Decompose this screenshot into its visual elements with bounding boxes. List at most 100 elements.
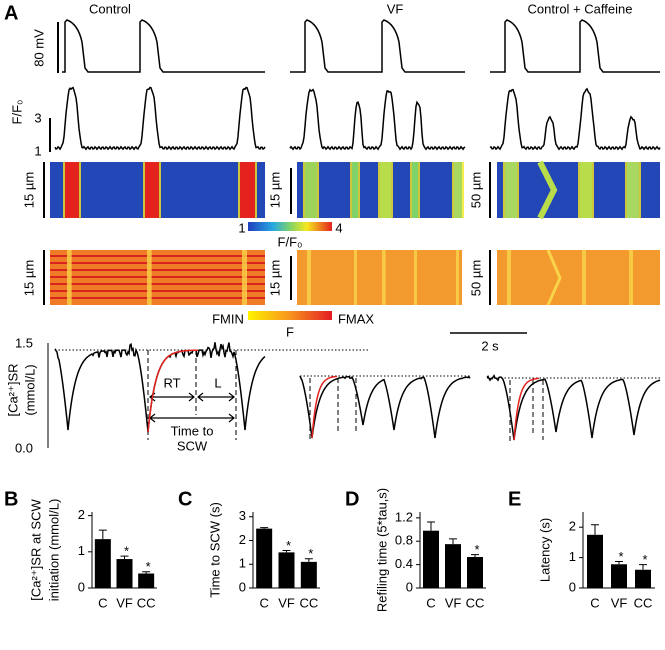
error-bar bbox=[260, 527, 269, 529]
condition-title: VF bbox=[387, 1, 404, 16]
linescan-wave bbox=[629, 250, 633, 305]
condition-title: Control + Caffeine bbox=[528, 1, 633, 16]
scale-label: 15 µm bbox=[21, 172, 36, 208]
tick-label: 1 bbox=[34, 143, 41, 158]
linescan-wave bbox=[627, 162, 639, 218]
arrows bbox=[149, 392, 235, 423]
ap-trace bbox=[62, 19, 265, 73]
significance-marker: * bbox=[308, 546, 313, 561]
linescan-image bbox=[497, 250, 660, 305]
ca-trace bbox=[289, 88, 466, 151]
x-tick-label: CC bbox=[634, 595, 653, 610]
linescan-wave bbox=[507, 250, 511, 305]
ca-trace bbox=[54, 86, 266, 151]
y-tick-label: 2 bbox=[569, 519, 576, 534]
y-tick-label: 2 bbox=[78, 507, 85, 522]
fit-curve bbox=[513, 377, 540, 441]
time-scale-label: 2 s bbox=[481, 338, 499, 353]
gradient-label: FMAX bbox=[338, 311, 374, 326]
bar bbox=[116, 559, 133, 588]
linescan-wave bbox=[454, 162, 462, 218]
bar bbox=[256, 528, 273, 588]
linescan-wave bbox=[580, 162, 592, 218]
error-bar bbox=[304, 558, 313, 562]
x-tick-label: VF bbox=[278, 595, 295, 610]
linescan-wave bbox=[382, 250, 386, 305]
linescan-image bbox=[297, 250, 462, 305]
panel-letter: B bbox=[4, 488, 18, 510]
x-tick-label: C bbox=[259, 595, 268, 610]
scale-label: 15 µm bbox=[267, 260, 282, 296]
panel-letter: D bbox=[345, 488, 359, 510]
arrow bbox=[149, 413, 235, 423]
x-tick-label: CC bbox=[137, 595, 156, 610]
scale-label: 50 µm bbox=[468, 172, 483, 208]
annotation: RT bbox=[163, 375, 180, 390]
colorbar bbox=[248, 222, 332, 231]
y-tick-label: 1 bbox=[239, 556, 246, 571]
scale-label: 50 µm bbox=[468, 260, 483, 296]
bar bbox=[635, 569, 651, 588]
y-tick-label: 0 bbox=[239, 579, 246, 594]
error-bar bbox=[120, 555, 129, 560]
linescan-wave bbox=[412, 162, 418, 218]
ap-trace bbox=[290, 19, 465, 73]
significance-marker: * bbox=[618, 549, 623, 564]
error-bar bbox=[282, 549, 291, 553]
panel-letter: C bbox=[178, 488, 192, 510]
sr-trace bbox=[486, 374, 661, 441]
significance-marker: * bbox=[474, 542, 479, 557]
y-axis-label: Refiling time (5*tau,s) bbox=[374, 488, 389, 612]
colorbar-label: 4 bbox=[335, 220, 342, 235]
panel-letter: E bbox=[508, 488, 521, 510]
bar bbox=[138, 573, 155, 588]
y-tick-label: 3 bbox=[239, 508, 246, 523]
tick-label: 3 bbox=[34, 110, 41, 125]
arrow bbox=[197, 392, 235, 402]
linescan-wave bbox=[537, 160, 558, 220]
bar bbox=[611, 564, 627, 588]
gradient-label: FMIN bbox=[212, 311, 244, 326]
linescan-wave bbox=[305, 162, 317, 218]
panel-letter: A bbox=[4, 2, 18, 24]
tick-label: 0.0 bbox=[15, 440, 33, 455]
y-tick-label: 1.2 bbox=[395, 509, 413, 524]
error-bar bbox=[639, 564, 647, 570]
x-tick-label: C bbox=[590, 595, 599, 610]
linescan-wave bbox=[582, 250, 586, 305]
bar bbox=[423, 530, 439, 588]
linescan-wave bbox=[354, 250, 357, 305]
y-tick-label: 0 bbox=[406, 579, 413, 594]
bar bbox=[587, 534, 603, 588]
y-tick-label: 0.8 bbox=[395, 533, 413, 548]
axis-label: [Ca²⁺]SR bbox=[5, 363, 20, 416]
significance-marker: * bbox=[124, 544, 129, 559]
y-axis-label: initiation (mmol/L) bbox=[46, 499, 61, 602]
significance-marker: * bbox=[642, 552, 647, 567]
gradient-title: F bbox=[286, 324, 294, 339]
linescan-wave bbox=[352, 162, 358, 218]
error-bar bbox=[142, 571, 151, 574]
error-bar bbox=[427, 521, 435, 531]
arrow bbox=[149, 392, 195, 402]
y-axis-label: [Ca²⁺]SR at SCW bbox=[28, 499, 43, 601]
y-tick-label: 0.4 bbox=[395, 556, 413, 571]
error-bar bbox=[98, 529, 107, 540]
linescan-wave bbox=[65, 162, 79, 218]
y-tick-label: 1 bbox=[569, 549, 576, 564]
linescan-wave bbox=[546, 249, 562, 306]
bar bbox=[300, 561, 317, 588]
error-bar bbox=[591, 524, 599, 535]
bar bbox=[278, 552, 295, 588]
bar bbox=[94, 539, 111, 588]
scale-label: 80 mV bbox=[31, 29, 46, 67]
y-axis-label: Latency (s) bbox=[537, 518, 552, 582]
bar bbox=[445, 544, 461, 588]
linescan-wave bbox=[380, 162, 391, 218]
linescan-wave bbox=[242, 250, 247, 305]
error-bar bbox=[471, 554, 479, 558]
x-tick-label: VF bbox=[116, 595, 133, 610]
error-bar bbox=[615, 561, 623, 565]
x-tick-label: C bbox=[426, 595, 435, 610]
